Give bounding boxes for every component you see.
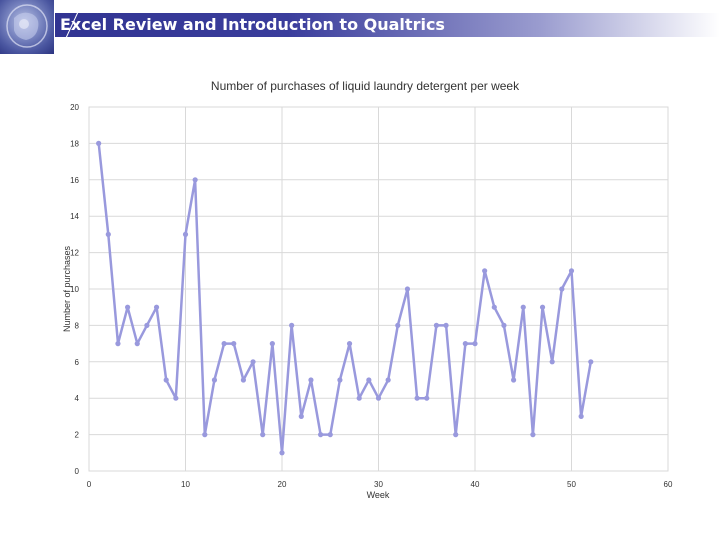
- data-point: [433, 322, 439, 328]
- data-point: [231, 341, 237, 347]
- seal-emblem-icon: [0, 0, 55, 54]
- y-tick-label: 10: [70, 285, 79, 294]
- data-point: [163, 377, 169, 383]
- y-tick-label: 0: [75, 467, 80, 476]
- x-tick-label: 60: [664, 480, 673, 489]
- data-point: [182, 231, 189, 237]
- data-point: [414, 395, 420, 401]
- data-point: [395, 322, 401, 328]
- data-point: [462, 341, 468, 347]
- data-point: [260, 432, 266, 438]
- data-point: [298, 413, 304, 419]
- data-point: [144, 322, 150, 328]
- plot-area: [88, 106, 669, 472]
- data-point: [105, 231, 111, 237]
- data-point: [192, 177, 198, 183]
- x-tick-label: 10: [181, 480, 190, 489]
- data-point: [539, 304, 546, 310]
- data-point: [530, 432, 536, 438]
- data-point: [337, 377, 343, 383]
- data-point: [327, 432, 333, 438]
- data-point: [134, 341, 140, 347]
- y-tick-label: 2: [75, 431, 80, 440]
- chart-title: Number of purchases of liquid laundry de…: [211, 79, 520, 93]
- data-point: [279, 450, 285, 456]
- x-tick-label: 20: [278, 480, 287, 489]
- data-point: [453, 432, 459, 438]
- data-point: [356, 395, 362, 401]
- slide-title: Excel Review and Introduction to Qualtri…: [60, 15, 445, 34]
- y-tick-label: 14: [70, 212, 79, 221]
- x-tick-label: 30: [374, 480, 383, 489]
- y-tick-label: 12: [70, 249, 79, 258]
- data-point: [578, 413, 584, 419]
- data-point: [269, 341, 275, 347]
- data-point: [250, 359, 256, 365]
- data-point: [289, 322, 295, 328]
- data-point: [308, 377, 314, 383]
- y-tick-label: 16: [70, 176, 79, 185]
- data-point: [115, 341, 121, 347]
- data-point: [588, 359, 594, 365]
- data-point: [510, 377, 517, 383]
- data-point: [221, 341, 227, 347]
- data-point: [501, 322, 507, 328]
- x-tick-label: 40: [471, 480, 480, 489]
- data-point: [472, 341, 478, 347]
- data-point: [96, 140, 102, 146]
- data-point: [240, 377, 246, 383]
- title-accent-slash: [65, 11, 79, 39]
- data-point: [482, 268, 488, 274]
- title-band: [0, 13, 720, 37]
- y-axis-label: Number of purchases: [62, 245, 72, 332]
- data-point: [385, 377, 391, 383]
- x-tick-label: 50: [567, 480, 576, 489]
- y-tick-label: 20: [70, 103, 79, 112]
- data-point: [443, 322, 449, 328]
- data-point: [491, 304, 497, 310]
- data-point: [520, 304, 526, 310]
- data-point: [211, 377, 218, 383]
- data-point: [549, 359, 555, 365]
- data-point: [346, 341, 353, 347]
- series-line: [97, 143, 593, 455]
- data-point: [424, 395, 430, 401]
- data-point: [202, 432, 208, 438]
- data-point: [153, 304, 160, 310]
- data-point: [559, 286, 565, 292]
- x-tick-label: 0: [87, 480, 92, 489]
- y-tick-label: 8: [75, 321, 80, 330]
- x-axis-label: Week: [367, 490, 390, 500]
- data-point: [366, 377, 372, 383]
- data-point: [318, 432, 324, 438]
- data-point: [173, 395, 179, 401]
- y-tick-label: 18: [70, 139, 79, 148]
- y-tick-label: 4: [75, 394, 80, 403]
- y-tick-label: 6: [75, 358, 80, 367]
- data-point: [125, 304, 131, 310]
- data-point: [375, 395, 382, 401]
- data-point: [568, 268, 575, 274]
- data-point: [404, 286, 411, 292]
